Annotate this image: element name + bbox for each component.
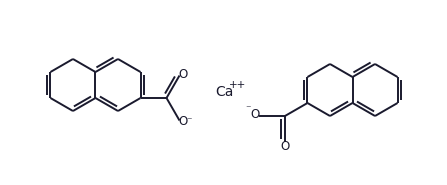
Text: Ca: Ca	[215, 85, 234, 100]
Text: O: O	[250, 108, 260, 122]
Text: ++: ++	[229, 80, 246, 90]
Text: O: O	[280, 139, 290, 152]
Text: ⁻: ⁻	[187, 117, 192, 127]
Text: O: O	[178, 68, 187, 81]
Text: ⁻: ⁻	[245, 104, 251, 114]
Text: O: O	[178, 115, 187, 128]
